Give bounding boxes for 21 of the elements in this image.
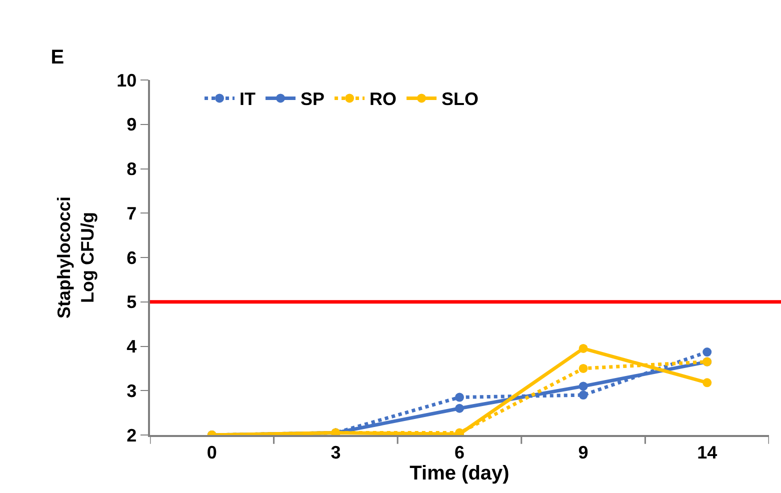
y-tick-label: 8 [126,159,137,180]
legend-label: SP [300,89,325,110]
chart-title: E [50,46,64,68]
y-tick-label: 5 [126,292,137,312]
y-axis-title: Staphylococci Log CFU/g [54,196,98,319]
x-tick-label: 9 [578,442,588,462]
x-axis-title: Time (day) [410,462,510,484]
y-tick-label: 10 [116,70,137,90]
x-tick-label: 0 [206,442,217,462]
y-tick-label: 3 [126,380,137,401]
legend-label: RO [370,89,397,110]
legend-label: SLO [442,89,479,110]
y-tick-label: 7 [126,203,137,224]
x-tick-label: 14 [697,442,718,462]
y-tick-label: 2 [126,425,137,446]
legend-label: IT [240,89,256,110]
y-tick-label: 6 [126,248,137,268]
x-tick-label: 6 [454,442,465,462]
y-tick-label: 9 [126,114,137,135]
y-tick-label: 4 [126,336,137,357]
x-tick-label: 3 [330,442,341,462]
